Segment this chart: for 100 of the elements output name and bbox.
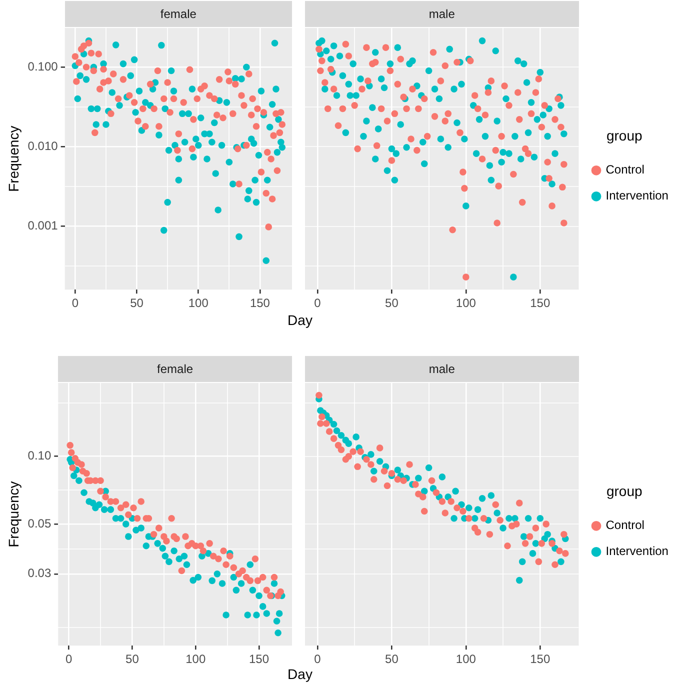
x-axis-title: Day	[286, 666, 314, 682]
point	[357, 448, 364, 456]
point	[317, 420, 324, 427]
point	[159, 544, 166, 552]
point	[506, 514, 512, 522]
point	[384, 482, 391, 490]
x-tick-label: 50	[385, 652, 399, 666]
point	[425, 464, 432, 472]
point	[176, 555, 183, 562]
x-tick-label: 0	[314, 652, 322, 666]
point	[354, 463, 361, 470]
point	[215, 555, 222, 562]
chart-title: male	[305, 1, 579, 27]
point	[190, 576, 196, 584]
point	[273, 618, 280, 625]
x-tick-label: 50	[126, 652, 140, 666]
legend-label: Intervention	[606, 544, 668, 558]
point	[494, 510, 500, 516]
point	[125, 533, 132, 540]
point	[448, 498, 454, 505]
point	[532, 540, 540, 547]
point	[100, 506, 108, 513]
point	[246, 577, 254, 584]
point	[142, 542, 150, 550]
point	[406, 461, 413, 468]
point	[166, 558, 172, 566]
chart-title: male	[305, 356, 579, 382]
point	[420, 508, 428, 515]
point	[480, 514, 488, 522]
point	[322, 420, 330, 427]
point	[318, 413, 326, 420]
x-axis-title: Day	[286, 312, 314, 328]
point	[70, 472, 78, 480]
point	[542, 520, 550, 528]
point	[326, 428, 333, 435]
point	[454, 504, 460, 512]
point	[263, 610, 270, 617]
point	[83, 470, 90, 477]
point	[208, 577, 216, 584]
point	[244, 612, 252, 618]
y-axis-title: Frequency	[5, 481, 22, 548]
point	[259, 574, 266, 581]
y-tick-label: 0.10	[28, 448, 52, 463]
point	[552, 561, 558, 568]
point	[246, 561, 254, 568]
point	[442, 510, 449, 516]
chart-title: female	[58, 356, 292, 382]
point	[460, 508, 466, 515]
point	[548, 540, 556, 547]
point	[368, 451, 374, 458]
point	[529, 550, 536, 557]
point	[330, 435, 338, 442]
point	[388, 470, 396, 477]
x-tick-label: 50	[385, 296, 399, 310]
point	[102, 494, 109, 500]
point	[316, 392, 322, 399]
point	[474, 506, 482, 513]
x-tick-label: 100	[186, 652, 206, 666]
point	[80, 489, 88, 496]
point	[471, 514, 478, 522]
point	[117, 504, 124, 512]
point	[222, 561, 230, 568]
point	[556, 547, 563, 554]
point	[562, 550, 569, 557]
point	[333, 427, 340, 434]
point	[512, 514, 518, 522]
legend-label: Control	[606, 518, 644, 532]
point	[452, 488, 459, 495]
point	[368, 461, 374, 468]
point	[254, 577, 262, 584]
point	[277, 588, 284, 596]
point	[504, 542, 511, 550]
x-tick-label: 0	[314, 296, 322, 310]
point	[168, 514, 175, 522]
point	[230, 574, 238, 581]
y-axis-title: Frequency	[5, 126, 22, 192]
point	[380, 468, 388, 474]
point	[350, 448, 356, 456]
point	[400, 477, 407, 484]
point	[394, 476, 402, 483]
point	[256, 592, 262, 600]
point	[226, 552, 234, 560]
point	[394, 466, 402, 474]
point	[182, 533, 189, 540]
x-tick-label: 50	[130, 296, 144, 310]
point	[558, 558, 564, 566]
point	[419, 494, 426, 500]
x-tick-label: 100	[456, 652, 476, 666]
point	[276, 610, 283, 617]
point	[270, 574, 278, 581]
point	[536, 514, 544, 522]
point	[154, 540, 161, 547]
point	[465, 514, 472, 522]
point	[76, 477, 82, 484]
point	[376, 444, 384, 452]
point	[450, 514, 458, 522]
point	[465, 504, 472, 512]
point	[107, 506, 114, 513]
point	[253, 612, 260, 618]
point	[513, 520, 520, 528]
